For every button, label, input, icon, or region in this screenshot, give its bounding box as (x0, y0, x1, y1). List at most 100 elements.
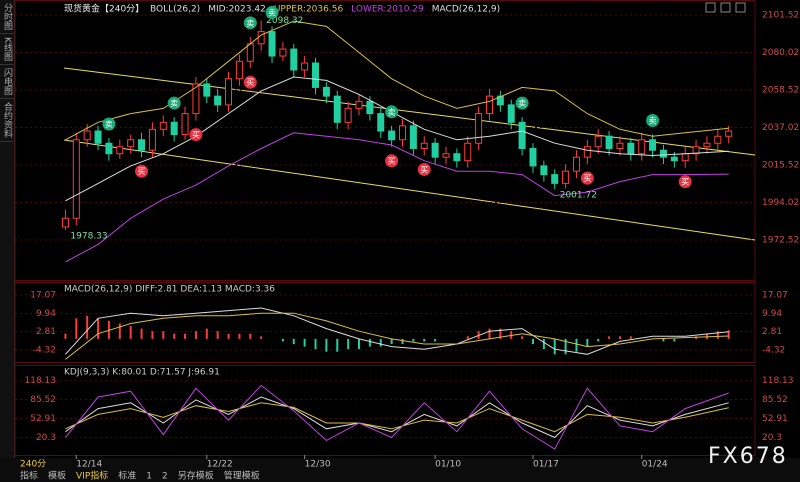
candle-body (344, 107, 352, 123)
x-tick-label: 12/30 (305, 460, 331, 470)
kdj-line (65, 396, 729, 439)
signal-marker (515, 96, 529, 110)
signal-marker (167, 96, 181, 110)
y-tick-label: 85.52 (762, 395, 788, 405)
y-tick-label: 2080.02 (762, 48, 799, 58)
candle-body (159, 121, 167, 130)
candle-body (594, 135, 602, 148)
signal-label: 买 (138, 167, 146, 176)
y-tick-label: 1994.02 (762, 198, 799, 208)
signal-marker (678, 175, 692, 189)
signal-marker (189, 128, 203, 142)
candle-body (225, 78, 233, 106)
signal-marker (265, 5, 279, 19)
kdj-panel (14, 365, 756, 456)
signal-label: 卖 (649, 117, 657, 126)
bottom-bar (0, 458, 800, 482)
icon[interactable] (735, 2, 746, 13)
candle-body (366, 100, 374, 115)
candle-body (279, 48, 287, 57)
y-tick-label: 2058.52 (762, 86, 799, 96)
candle-body (181, 113, 189, 136)
panel-title: KDJ(9,3,3) K:80.01 D:71.57 J:96.91 (64, 368, 220, 378)
toolbar-tab[interactable]: VIP指标 (76, 470, 108, 482)
toolbar-tab[interactable]: 1 (146, 472, 152, 482)
signal-label: 卖 (388, 108, 396, 117)
watermark: FX678 (708, 444, 788, 469)
icon[interactable] (705, 2, 716, 13)
icon[interactable] (720, 2, 731, 13)
toolbar-tab[interactable]: 模板 (48, 470, 66, 482)
toolbar-tab[interactable]: 标准 (118, 470, 136, 482)
candle-body (290, 48, 298, 71)
candle-body (235, 60, 243, 80)
toolbar-tab[interactable]: 240分 (20, 459, 46, 470)
signal-marker (385, 105, 399, 119)
candle-body (583, 146, 591, 158)
trend-line (63, 139, 756, 241)
x-tick-label: 12/22 (207, 460, 233, 470)
x-tick-label: 01/17 (533, 460, 559, 470)
candle-body (714, 135, 722, 144)
window-icons (705, 2, 746, 13)
y-tick-label: 2037.02 (762, 123, 799, 133)
signal-label: 买 (583, 174, 591, 183)
y-tick-label: 85.52 (30, 395, 56, 405)
candle-body (453, 153, 461, 162)
y-tick-label: 2.81 (762, 327, 782, 337)
signal-marker (385, 154, 399, 168)
candle-body (529, 147, 537, 167)
y-tick-label: 118.13 (25, 376, 57, 386)
candle-body (268, 31, 276, 57)
candle-body (562, 170, 570, 184)
y-tick-label: 17.07 (30, 291, 56, 301)
y-tick-label: 20.3 (762, 433, 782, 443)
indicator-label: MID:2023.42 (208, 5, 266, 15)
macd-panel (14, 282, 756, 363)
candle-body (659, 149, 667, 158)
signal-label: 买 (246, 78, 254, 87)
candle-body (355, 100, 363, 109)
candle-body (507, 104, 515, 123)
y-tick-label: 2.81 (36, 327, 56, 337)
signal-marker (580, 171, 594, 185)
candle-body (518, 121, 526, 149)
price-annotation: 1978.33 (70, 231, 107, 241)
candle-body (72, 139, 80, 219)
toolbar-tab[interactable]: 另存模板 (178, 470, 214, 482)
candle-body (322, 86, 330, 97)
toolbar-tab[interactable]: 管理模板 (224, 470, 260, 482)
signal-label: 卖 (246, 19, 254, 28)
candle-body (203, 83, 211, 97)
candle-body (540, 165, 548, 176)
sidebar-tab[interactable]: 分时图 (0, 0, 13, 34)
signal-label: 买 (388, 157, 396, 166)
panel-title: 现货黄金【240分】 (64, 3, 144, 15)
toolbar-tab[interactable]: 2 (162, 472, 168, 482)
x-tick-label: 01/10 (435, 460, 461, 470)
indicator-label: LOWER:2010.29 (351, 5, 424, 15)
candle-body (485, 95, 493, 115)
candle-body (692, 146, 700, 155)
y-tick-label: 52.91 (30, 414, 56, 424)
signal-label: 卖 (518, 99, 526, 108)
panel-title: MACD(26,12,9) DIFF:2.81 DEA:1.13 MACD:3.… (64, 285, 275, 295)
candle-body (551, 174, 559, 184)
candle-body (138, 139, 146, 151)
candle-body (214, 95, 222, 106)
signal-label: 卖 (170, 99, 178, 108)
sidebar-tab[interactable]: 闪电图 (0, 65, 13, 99)
candle-body (170, 121, 178, 136)
sidebar-tab[interactable]: 合约资料 (0, 99, 13, 142)
toolbar-tab[interactable]: 指标 (20, 470, 38, 482)
boll-line (65, 132, 729, 263)
signal-label: 卖 (105, 120, 113, 129)
sidebar-tab[interactable]: K线图 (0, 34, 13, 65)
candle-body (572, 156, 580, 172)
y-tick-label: 2101.52 (762, 11, 799, 21)
signal-marker (135, 164, 149, 178)
candle-body (442, 153, 450, 158)
candle-body (127, 139, 135, 148)
price-panel (14, 0, 756, 281)
